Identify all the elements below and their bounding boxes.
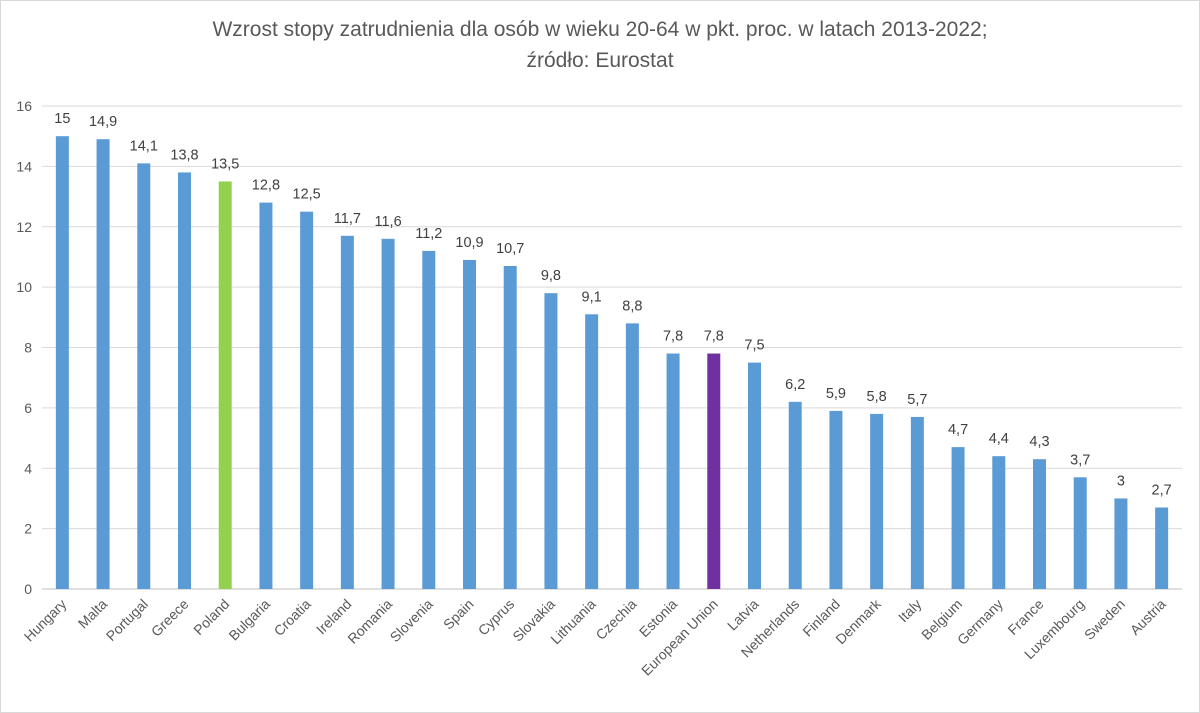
data-label: 13,8 xyxy=(170,147,198,163)
bar-sweden xyxy=(1114,498,1128,589)
bar-italy xyxy=(910,416,924,589)
category-label: Portugal xyxy=(103,596,151,644)
data-label: 5,9 xyxy=(826,386,846,402)
category-label: Latvia xyxy=(724,596,762,634)
category-label: Malta xyxy=(75,596,111,632)
category-label: Bulgaria xyxy=(225,596,273,644)
bar-european-union xyxy=(707,353,721,589)
chart-subtitle: źródło: Eurostat xyxy=(526,49,674,72)
bar-lithuania xyxy=(585,314,599,589)
bar-greece xyxy=(178,172,191,589)
bars xyxy=(55,136,1169,590)
bar-estonia xyxy=(666,353,680,589)
chart-title-block: Wzrost stopy zatrudnienia dla osób w wie… xyxy=(0,14,1200,76)
bar-croatia xyxy=(300,211,314,589)
category-label: Sweden xyxy=(1081,596,1128,643)
bar-belgium xyxy=(951,447,965,589)
data-label: 11,7 xyxy=(334,211,361,227)
bar-slovenia xyxy=(422,250,436,589)
data-label: 7,8 xyxy=(704,329,724,345)
bar-cyprus xyxy=(503,265,517,589)
data-label: 14,9 xyxy=(89,114,117,130)
y-tick-label: 2 xyxy=(24,521,32,537)
category-label: European Union xyxy=(638,596,721,679)
y-tick-label: 4 xyxy=(24,460,32,476)
data-label: 4,7 xyxy=(948,422,968,438)
bar-poland xyxy=(218,181,232,589)
data-label: 12,5 xyxy=(293,187,321,203)
bar-romania xyxy=(381,238,395,589)
bar-luxembourg xyxy=(1073,477,1087,589)
category-label: Lithuania xyxy=(547,596,599,648)
bar-slovakia xyxy=(544,293,558,589)
bar-denmark xyxy=(870,413,884,589)
bar-germany xyxy=(992,456,1006,589)
data-label: 13,5 xyxy=(211,156,239,172)
bar-bulgaria xyxy=(259,202,273,589)
data-label: 11,6 xyxy=(374,214,401,230)
data-label: 5,8 xyxy=(867,389,887,405)
bar-czechia xyxy=(625,323,639,589)
bar-hungary xyxy=(55,136,69,589)
data-label: 9,8 xyxy=(541,268,561,284)
data-label: 4,3 xyxy=(1029,434,1049,450)
bar-ireland xyxy=(340,235,354,589)
category-label: Greece xyxy=(148,596,192,640)
bar-malta xyxy=(96,139,110,590)
data-label: 5,7 xyxy=(907,392,927,408)
category-label: Hungary xyxy=(21,596,70,645)
data-label: 10,7 xyxy=(496,241,524,257)
y-tick-label: 14 xyxy=(16,158,32,174)
y-tick-label: 12 xyxy=(16,219,32,235)
category-label: Italy xyxy=(895,596,924,625)
data-label: 15 xyxy=(54,111,70,127)
category-label: Spain xyxy=(440,596,477,633)
data-label: 2,7 xyxy=(1152,482,1172,498)
data-label: 14,1 xyxy=(130,138,158,154)
data-labels: 15 14,9 14,1 13,8 13,5 12,8 12,5 11,7 11,6 11,2 10… xyxy=(54,111,1171,498)
category-label: Austria xyxy=(1127,596,1169,638)
y-tick-label: 10 xyxy=(16,279,32,295)
data-label: 4,4 xyxy=(989,431,1009,447)
gridlines xyxy=(42,105,1182,590)
data-label: 3 xyxy=(1117,473,1125,489)
y-axis-ticks: 0 2 4 6 8 10 12 14 16 xyxy=(16,98,32,597)
data-label: 9,1 xyxy=(582,289,602,305)
bar-latvia xyxy=(748,362,761,589)
data-label: 3,7 xyxy=(1070,452,1090,468)
data-label: 6,2 xyxy=(785,377,805,393)
category-label: Denmark xyxy=(832,595,884,647)
category-label: Croatia xyxy=(271,596,314,639)
category-labels: Hungary MaltaPortugalGreecePolandBulgaria… xyxy=(21,595,1169,679)
data-label: 10,9 xyxy=(455,235,483,251)
y-tick-label: 16 xyxy=(16,98,32,114)
chart-title: Wzrost stopy zatrudnienia dla osób w wie… xyxy=(212,18,988,41)
bar-spain xyxy=(463,259,476,589)
bar-austria xyxy=(1155,507,1169,589)
y-tick-label: 8 xyxy=(24,340,32,356)
category-label: Romania xyxy=(344,596,395,647)
category-label: Slovenia xyxy=(387,596,436,645)
data-label: 12,8 xyxy=(252,178,280,194)
data-label: 7,5 xyxy=(744,338,764,354)
data-label: 8,8 xyxy=(622,298,642,314)
data-label: 7,8 xyxy=(663,329,683,345)
category-label: Czechia xyxy=(592,596,639,643)
bar-france xyxy=(1033,459,1046,589)
y-tick-label: 0 xyxy=(24,581,32,597)
data-label: 11,2 xyxy=(415,226,442,242)
y-tick-label: 6 xyxy=(24,400,32,416)
bar-portugal xyxy=(137,163,151,589)
bar-finland xyxy=(829,410,843,589)
bar-netherlands xyxy=(788,401,802,589)
